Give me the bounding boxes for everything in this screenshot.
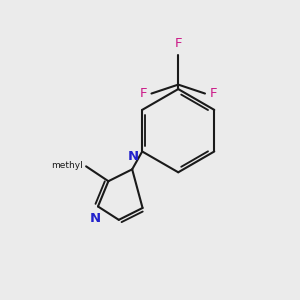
Text: N: N [90, 212, 101, 225]
Text: F: F [209, 87, 217, 100]
Text: methyl: methyl [51, 161, 82, 170]
Text: F: F [140, 87, 147, 100]
Text: F: F [175, 38, 182, 50]
Text: N: N [128, 150, 139, 163]
